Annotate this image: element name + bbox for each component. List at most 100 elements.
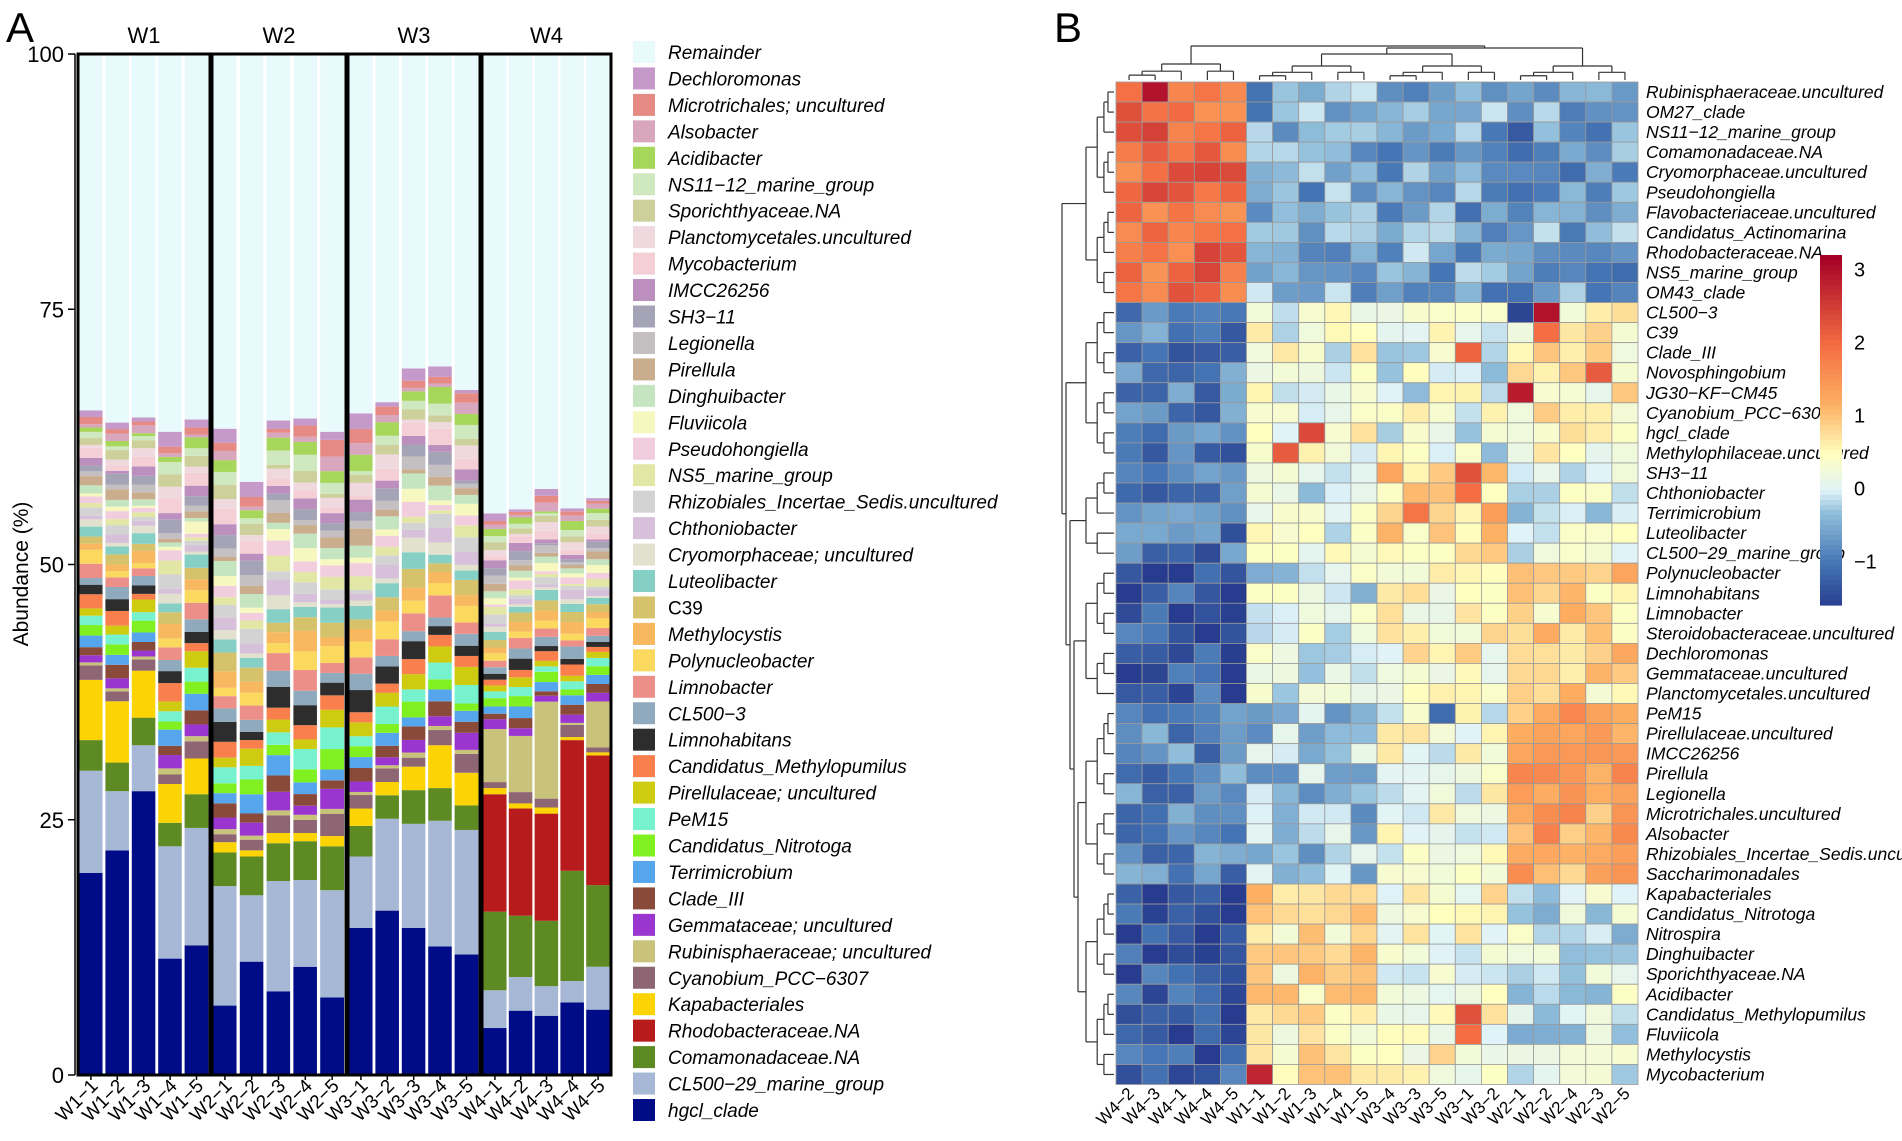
heat-cell <box>1507 482 1535 504</box>
heat-cell <box>1611 983 1639 1005</box>
bar-segment-dechloromonas <box>349 413 373 429</box>
bar-segment-chthoniobacter <box>483 623 507 627</box>
color-scale-step <box>1820 395 1842 401</box>
bar-w4-2 <box>508 54 533 1075</box>
heat-cell <box>1272 943 1300 965</box>
heat-cell <box>1115 582 1143 604</box>
heat-cell <box>1193 462 1221 484</box>
heat-cell <box>1298 422 1326 444</box>
heat-cell <box>1298 582 1326 604</box>
bar-segment-methylocystis <box>375 610 400 622</box>
legend-swatch <box>633 966 655 989</box>
heat-cell <box>1454 1064 1482 1085</box>
bar-segment-ns5-marine-group <box>534 573 559 578</box>
color-scale-step <box>1820 410 1842 416</box>
bar-segment-dechloromonas <box>401 368 426 381</box>
legend-label: PeM15 <box>668 810 729 831</box>
heat-row-alsobacter <box>1115 823 1639 845</box>
row-label-dinghuibacter: Dinghuibacter <box>1646 944 1755 964</box>
heat-cell <box>1481 362 1508 384</box>
bar-segment-cl500-3 <box>560 646 585 659</box>
heat-cell <box>1298 141 1326 163</box>
heat-cell <box>1402 342 1430 364</box>
heat-cell <box>1507 542 1535 564</box>
heat-cell <box>1611 241 1639 263</box>
heat-cell <box>1298 963 1326 985</box>
bar-segment-rubinisphaeraceae-uncultured <box>560 722 585 725</box>
bar-segment-alsobacter <box>483 524 507 529</box>
bar-segment-dinghuibacter <box>375 516 400 530</box>
bar-segment-chthoniobacter <box>105 534 130 543</box>
bar-segment-hgcl-clade <box>349 927 373 1075</box>
bar-segment-remainder <box>131 54 156 418</box>
row-label-ns5-marine-group: NS5_marine_group <box>1646 262 1798 282</box>
bar-segment-imcc26256 <box>560 554 585 560</box>
heat-cell <box>1193 703 1221 724</box>
row-label-c39: C39 <box>1646 323 1678 343</box>
heat-cell <box>1481 1023 1508 1045</box>
group-frame-w2 <box>210 52 348 1077</box>
heat-cell <box>1167 863 1195 885</box>
bar-segment-candidatus-methylopumilus <box>375 683 400 693</box>
heat-cell <box>1533 823 1561 845</box>
bar-segment-kapabacteriales <box>293 833 318 842</box>
heat-cell <box>1454 342 1482 364</box>
heat-cell <box>1324 643 1352 664</box>
heat-cell <box>1376 342 1404 364</box>
bar-segment-dinghuibacter <box>158 542 182 547</box>
bar-segment-terrimicrobium <box>293 782 318 795</box>
color-scale-step <box>1820 460 1842 466</box>
color-scale-step <box>1820 415 1842 421</box>
bar-segment-ns5-marine-group <box>508 589 533 596</box>
heat-cell <box>1376 622 1404 644</box>
bar-segment-methylocystis <box>454 595 479 606</box>
bar-segment-mycobacterium <box>349 495 373 500</box>
bar-segment-dinghuibacter <box>266 522 291 530</box>
color-scale-step <box>1820 470 1842 476</box>
heat-cell <box>1324 362 1352 384</box>
bar-segment-planctomycetales-uncultured <box>293 482 318 491</box>
heat-cell <box>1272 342 1300 364</box>
bar-segment-dinghuibacter <box>454 494 479 504</box>
heat-cell <box>1193 783 1221 805</box>
bar-segment-pem15 <box>131 612 156 621</box>
bar-w2-1 <box>213 54 237 1075</box>
bar-segment-acidibacter <box>349 454 373 472</box>
heat-cell <box>1611 181 1639 203</box>
heat-cell <box>1350 181 1378 203</box>
heat-cell <box>1428 743 1456 765</box>
bar-segment-clade-iii <box>586 684 610 693</box>
bar-segment-luteolibacter <box>586 597 610 605</box>
heat-cell <box>1298 783 1326 805</box>
heat-cell <box>1167 663 1195 684</box>
heat-cell <box>1115 1023 1143 1045</box>
heat-cell <box>1115 442 1143 464</box>
heat-cell <box>1454 422 1482 444</box>
heat-cell <box>1220 181 1247 203</box>
heat-cell <box>1402 482 1430 504</box>
heat-cell <box>1115 161 1143 183</box>
bar-segment-dechloromonas <box>560 508 585 512</box>
heat-cell <box>1141 422 1169 444</box>
heat-cell <box>1585 663 1613 684</box>
bar-segment-acidibacter <box>586 508 610 513</box>
heat-cell <box>1220 843 1247 865</box>
heat-cell <box>1533 843 1561 865</box>
heat-cell <box>1402 823 1430 845</box>
heat-cell <box>1115 903 1143 925</box>
bar-segment-candidatus-methylopumilus <box>79 594 103 609</box>
heat-cell <box>1246 763 1274 785</box>
heat-cell <box>1324 442 1352 464</box>
bar-segment-candidatus-methylopumilus <box>293 725 318 740</box>
bar-segment-candidatus-nitrotoga <box>349 746 373 758</box>
heat-cell <box>1402 101 1430 123</box>
heat-cell <box>1272 402 1300 424</box>
heat-cell <box>1298 723 1326 745</box>
heat-cell <box>1454 282 1482 303</box>
heat-cell <box>1402 201 1430 223</box>
heat-cell <box>1324 963 1352 985</box>
bar-segment-rhizobiales-incertae-sedis-uncultured <box>293 582 318 594</box>
heat-cell <box>1611 1044 1639 1065</box>
bar-segment-remainder <box>266 54 291 421</box>
bar-segment-polynucleobacter <box>534 620 559 629</box>
